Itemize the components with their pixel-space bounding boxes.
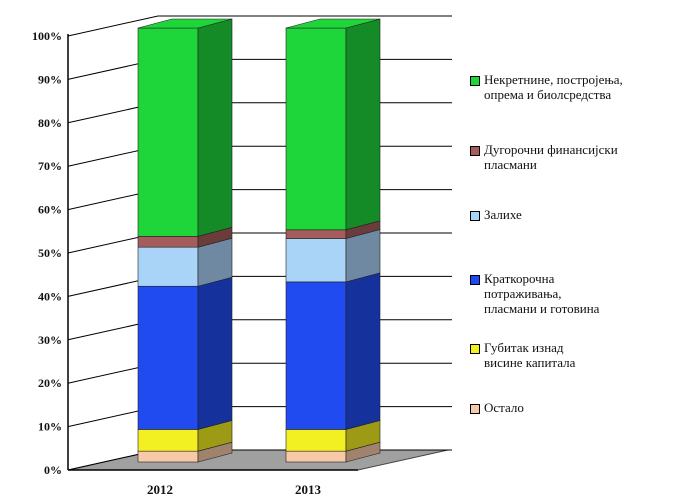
legend-item-loss-above-capital: Губитак изнад висине капитала xyxy=(470,340,682,370)
y-tick-label: 30% xyxy=(38,333,62,347)
bar-segment-front xyxy=(137,429,199,452)
legend-item-inventory: Залихе xyxy=(470,207,682,222)
bar-segment-front xyxy=(285,281,347,430)
bar-segment-front xyxy=(137,285,199,430)
bar-segment-side xyxy=(197,276,233,430)
y-tick-label: 80% xyxy=(38,116,62,130)
y-tick-label: 50% xyxy=(38,246,62,260)
y-tick-label: 60% xyxy=(38,203,62,217)
legend-label-longterm-financial: Дугорочни финансијски пласмани xyxy=(484,142,618,172)
bar-top-cap xyxy=(137,18,233,29)
bar-segment-front xyxy=(285,450,347,463)
y-tick-label: 40% xyxy=(38,289,62,303)
legend-swatch-other xyxy=(470,404,480,414)
bar-segment-front xyxy=(285,229,347,239)
legend-label-inventory: Залихе xyxy=(484,207,522,222)
legend-label-property: Некретнине, постројења, опрема и биолсре… xyxy=(484,72,623,102)
x-category-label: 2012 xyxy=(147,482,173,497)
y-tick-label: 70% xyxy=(38,159,62,173)
bar-segment-front xyxy=(285,429,347,452)
bar-segment-side xyxy=(197,18,233,237)
bar-segment-front xyxy=(137,236,199,248)
legend-item-longterm-financial: Дугорочни финансијски пласмани xyxy=(470,142,682,172)
legend: Некретнине, постројења, опрема и биолсре… xyxy=(470,0,682,502)
chart-floor xyxy=(67,449,449,471)
legend-item-shortterm-receivables: Краткорочна потраживања, пласмани и гото… xyxy=(470,271,682,316)
y-tick-label: 20% xyxy=(38,376,62,390)
y-tick-label: 100% xyxy=(32,29,62,43)
legend-swatch-shortterm-receivables xyxy=(470,275,480,285)
legend-swatch-inventory xyxy=(470,211,480,221)
bar-segment-front xyxy=(285,27,347,231)
legend-label-other: Остало xyxy=(484,400,524,415)
y-tick-label: 90% xyxy=(38,72,62,86)
y-tick-label: 10% xyxy=(38,420,62,434)
x-category-label: 2013 xyxy=(295,482,322,497)
bar-segment-side xyxy=(345,18,381,231)
legend-item-property: Некретнине, постројења, опрема и биолсре… xyxy=(470,72,682,102)
legend-label-shortterm-receivables: Краткорочна потраживања, пласмани и гото… xyxy=(484,271,600,316)
bar-segment-front xyxy=(137,450,199,463)
legend-swatch-loss-above-capital xyxy=(470,344,480,354)
bar-segment-front xyxy=(137,246,199,287)
legend-swatch-property xyxy=(470,76,480,86)
bar-segment-front xyxy=(285,238,347,283)
legend-label-loss-above-capital: Губитак изнад висине капитала xyxy=(484,340,576,370)
y-tick-label: 0% xyxy=(44,463,62,477)
legend-item-other: Остало xyxy=(470,400,682,415)
legend-swatch-longterm-financial xyxy=(470,146,480,156)
bar-segment-side xyxy=(345,272,381,430)
bar-top-cap xyxy=(285,18,381,29)
gridline-depth xyxy=(67,15,159,37)
bar-segment-front xyxy=(137,27,199,237)
